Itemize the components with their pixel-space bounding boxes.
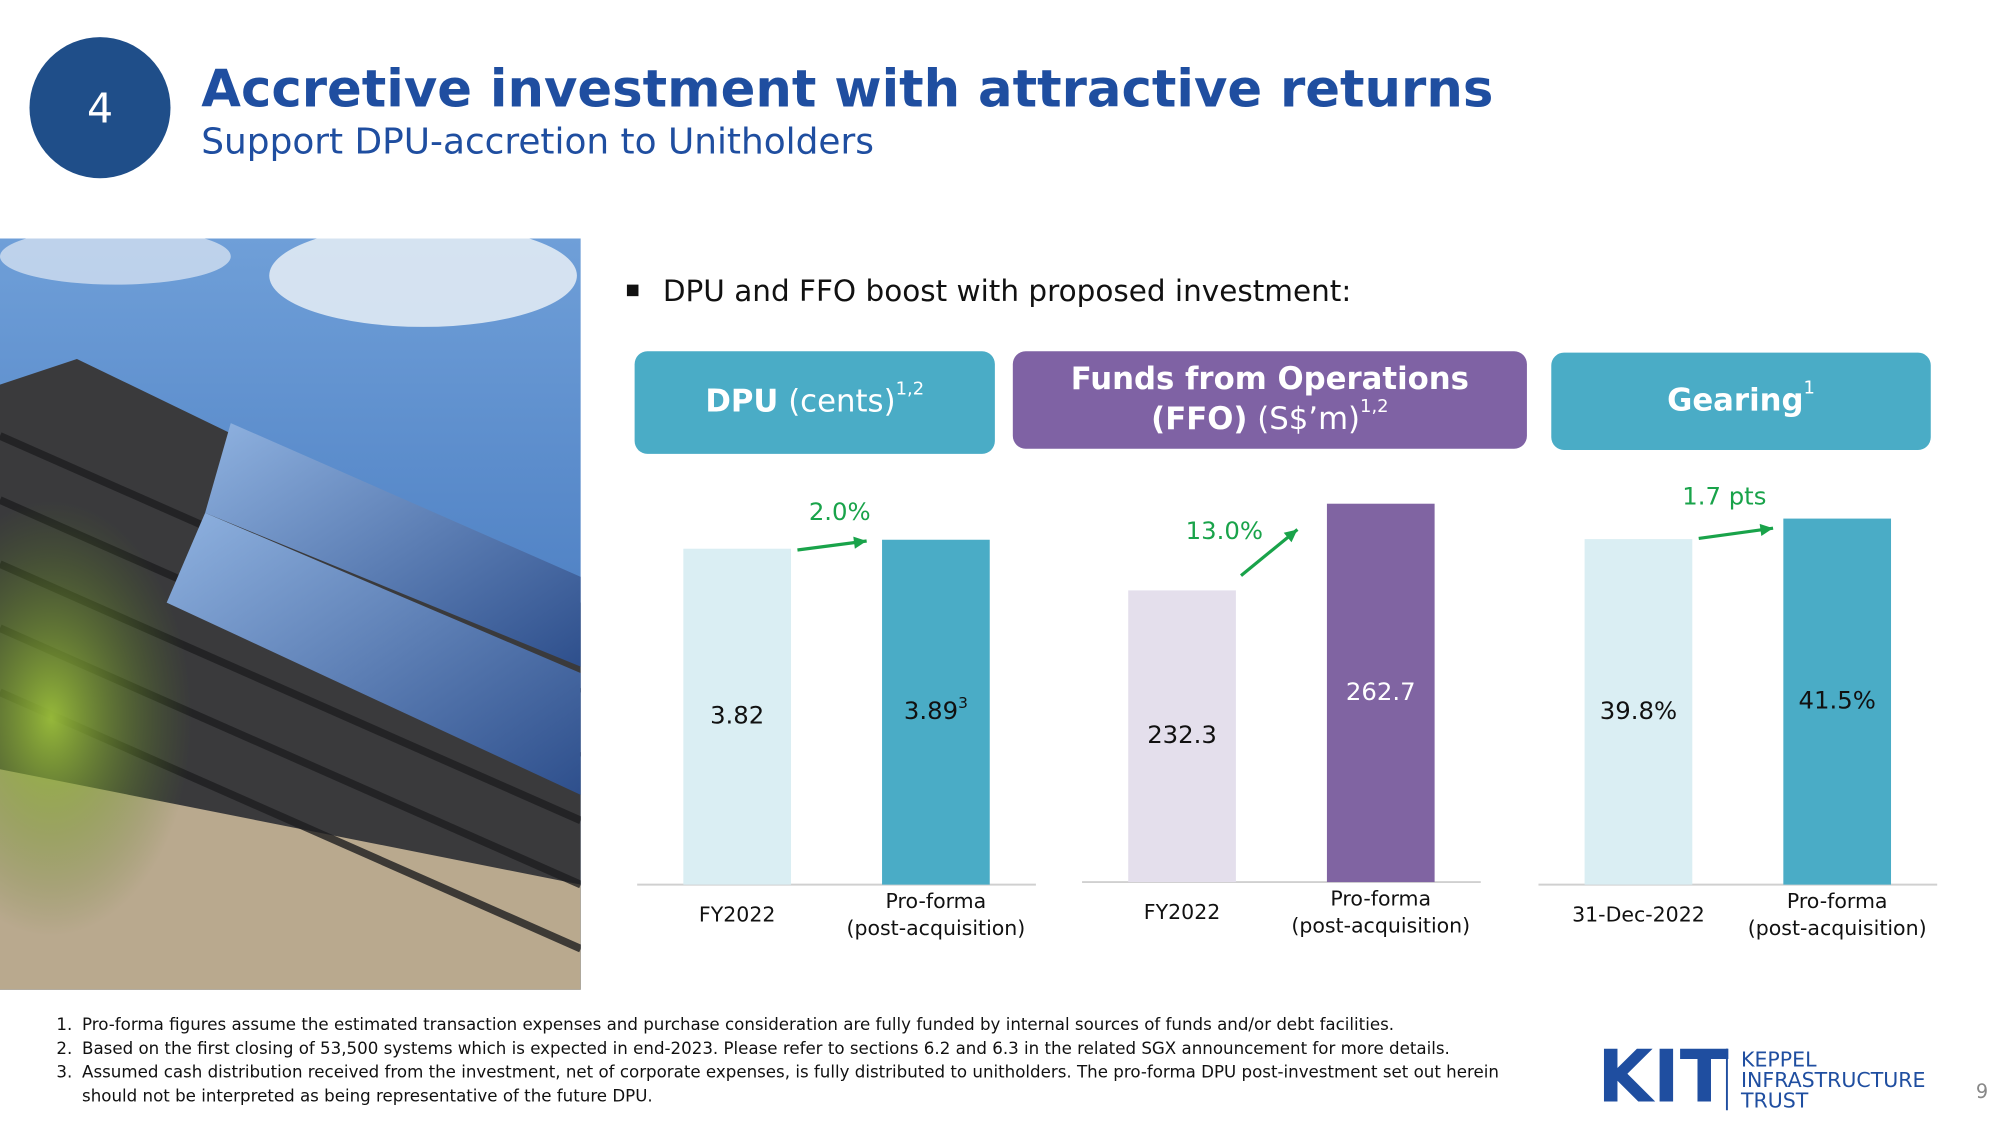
value-label: 3.893 — [904, 694, 968, 725]
change-label: 2.0% — [809, 497, 871, 526]
bar — [882, 539, 990, 885]
value-label-text: 232.3 — [1147, 720, 1217, 749]
value-label-text: 3.82 — [710, 701, 764, 730]
bullet-text: DPU and FFO boost with proposed investme… — [663, 274, 1351, 308]
footnote-marker: 1. — [56, 1015, 72, 1034]
value-label-text: 41.5% — [1799, 686, 1876, 715]
chart-header — [634, 351, 995, 454]
chart-title-text: Funds from Operations — [1071, 361, 1469, 397]
value-label-text: 262.7 — [1346, 677, 1416, 706]
chart-title-note: 1 — [1804, 377, 1815, 398]
chart-title-note: 1,2 — [896, 379, 925, 400]
chart-header — [1551, 352, 1931, 450]
footnote-text: Based on the first closing of 53,500 sys… — [82, 1039, 1450, 1058]
chart-title-unit: (cents) — [788, 383, 895, 419]
x-tick-label-line: 31-Dec-2022 — [1572, 902, 1705, 926]
page-number: 9 — [1976, 1080, 1988, 1103]
chart-title: Funds from Operations — [1071, 361, 1469, 397]
x-tick-label: FY2022 — [1144, 900, 1221, 924]
chart-title: (FFO) (S$’m)1,2 — [1151, 396, 1388, 436]
logo-text: KEPPEL — [1741, 1047, 1817, 1071]
chart-title-spacer — [1247, 400, 1257, 436]
x-tick-label-line: FY2022 — [699, 902, 776, 926]
chart-title-text: Gearing — [1667, 382, 1803, 418]
slide-title: Accretive investment with attractive ret… — [201, 59, 1493, 119]
logo-text: TRUST — [1740, 1088, 1809, 1112]
chart-title: DPU (cents)1,2 — [705, 379, 924, 419]
logo: KIT KEPPEL INFRASTRUCTURE TRUST — [1597, 1035, 1925, 1119]
x-tick-label-line: (post-acquisition) — [1748, 916, 1927, 940]
chart-title-text: DPU — [705, 383, 778, 419]
slide-subtitle: Support DPU-accretion to Unitholders — [201, 122, 874, 163]
change-label: 1.7 pts — [1682, 481, 1766, 510]
footnote-text: Pro-forma figures assume the estimated t… — [82, 1015, 1394, 1034]
value-label: 3.82 — [710, 701, 764, 730]
chart-title-text: (FFO) — [1151, 400, 1247, 436]
x-tick-label-line: (post-acquisition) — [1291, 913, 1470, 937]
x-tick-label: FY2022 — [699, 902, 776, 926]
value-label-text: 39.8% — [1600, 696, 1677, 725]
bar — [1128, 590, 1236, 883]
x-tick-label: Pro-forma (post-acquisition) — [1748, 889, 1927, 940]
photo — [0, 238, 581, 990]
bar — [1584, 539, 1693, 885]
section-number: 4 — [87, 85, 113, 133]
x-tick-label-line: Pro-forma — [1330, 886, 1431, 910]
change-arrowhead — [1759, 523, 1774, 537]
change-arrowhead — [1283, 529, 1298, 543]
chart-title-note: 1,2 — [1360, 396, 1389, 417]
footnote-text: Assumed cash distribution received from … — [82, 1063, 1499, 1082]
footnote-marker: 2. — [56, 1039, 72, 1058]
change-arrowhead — [853, 536, 867, 549]
section-badge — [29, 37, 171, 179]
value-label: 41.5% — [1799, 686, 1876, 715]
logo-mark: KIT — [1597, 1035, 1728, 1119]
x-tick-label: Pro-forma (post-acquisition) — [846, 889, 1025, 940]
x-tick-label-line: FY2022 — [1144, 900, 1221, 924]
value-label: 232.3 — [1147, 720, 1217, 749]
bar — [1326, 503, 1435, 883]
value-label: 39.8% — [1600, 696, 1677, 725]
bar — [683, 548, 792, 885]
value-label-note: 3 — [958, 694, 968, 712]
x-tick-label: Pro-forma (post-acquisition) — [1291, 886, 1470, 937]
x-tick-label-line: Pro-forma — [886, 889, 987, 913]
bar — [1783, 518, 1892, 885]
logo-text: INFRASTRUCTURE — [1741, 1068, 1925, 1092]
chart-title: Gearing1 — [1667, 377, 1815, 417]
x-tick-label: 31-Dec-2022 — [1572, 902, 1705, 926]
x-tick-label-line: Pro-forma — [1787, 889, 1888, 913]
chart-title-unit: (S$’m) — [1257, 400, 1360, 436]
x-tick-label-line: (post-acquisition) — [846, 916, 1025, 940]
change-label: 13.0% — [1186, 516, 1263, 545]
chart-title-spacer — [778, 383, 788, 419]
bullet-marker — [626, 284, 639, 297]
value-label-text: 3.89 — [904, 696, 958, 725]
value-label: 262.7 — [1346, 677, 1416, 706]
footnote-text: should not be interpreted as being repre… — [82, 1086, 653, 1105]
chart-header — [1012, 351, 1527, 449]
footnote-marker: 3. — [56, 1063, 72, 1082]
